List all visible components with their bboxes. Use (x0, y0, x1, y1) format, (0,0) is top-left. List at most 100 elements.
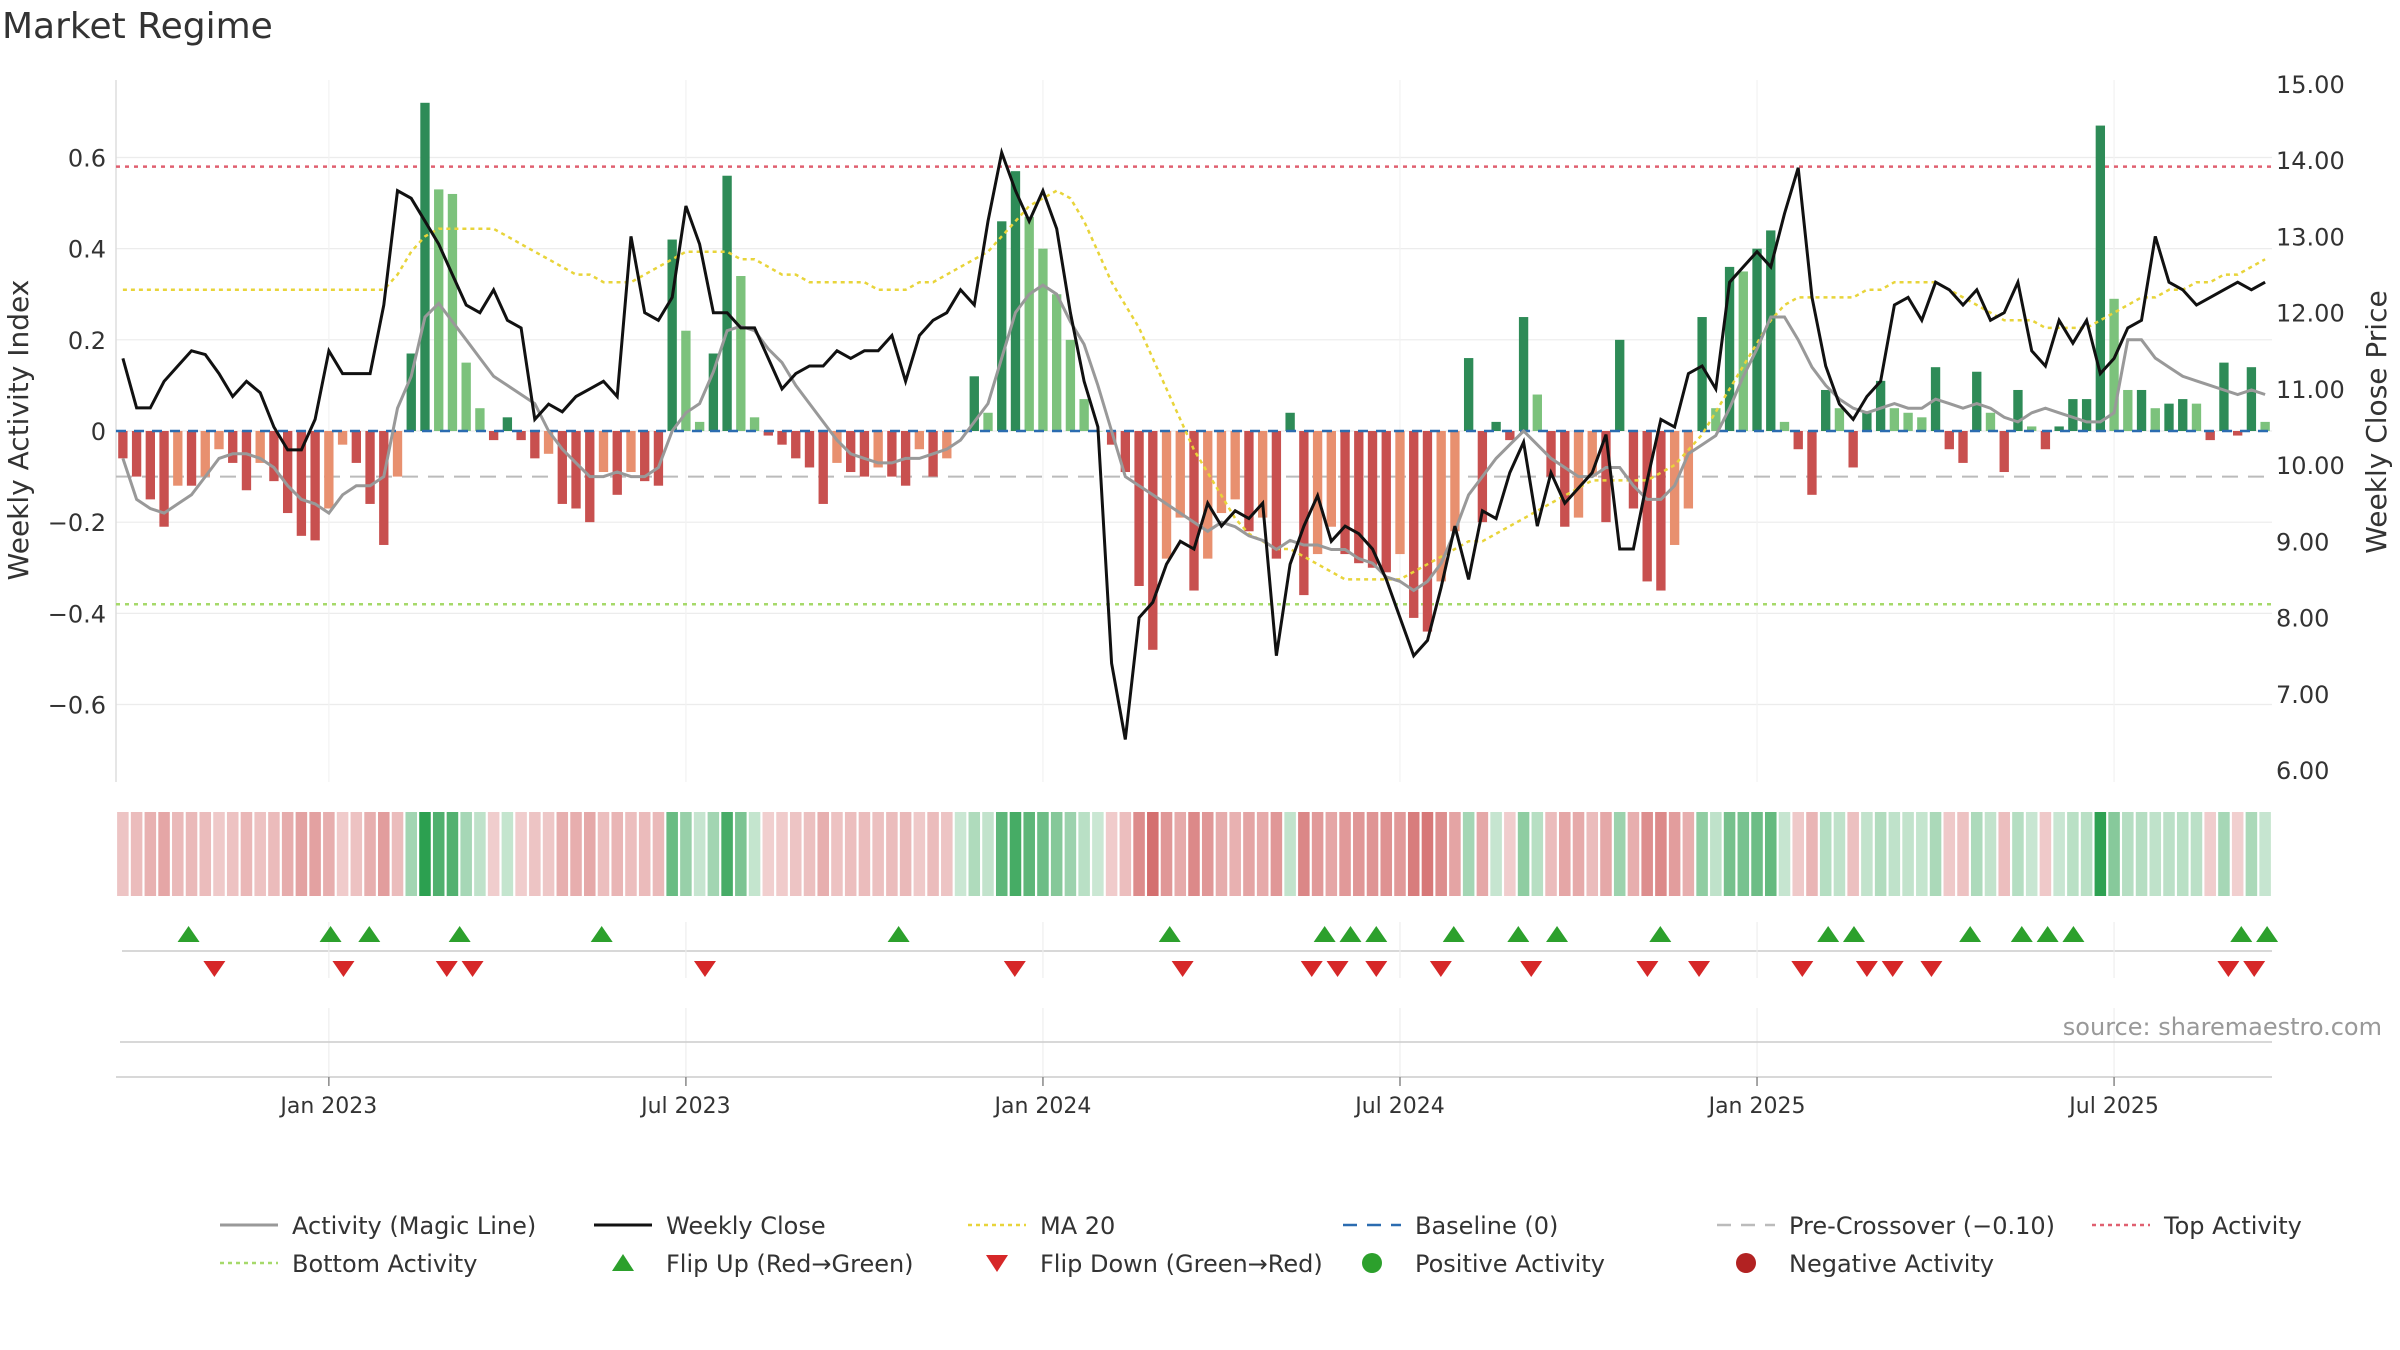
legend-label: Flip Down (Green→Red) (1040, 1250, 1323, 1278)
activity-bar (310, 431, 320, 541)
heat-strip-cell (2218, 812, 2230, 896)
heat-strip-cell (1819, 812, 1832, 896)
flip-up-marker (1442, 926, 1465, 942)
activity-bar (749, 417, 760, 431)
activity-bar (2150, 408, 2160, 431)
heat-strip-cell (1929, 812, 1942, 896)
activity-bar (1326, 431, 1336, 527)
activity-bar (598, 431, 609, 473)
heat-strip-cell (2231, 812, 2244, 896)
heat-strip-cell (1023, 812, 1035, 896)
heat-strip-cell (1284, 812, 1296, 896)
activity-bar (1052, 294, 1062, 431)
activity-bar (667, 239, 677, 431)
heat-strip-cell (2012, 812, 2024, 896)
heat-strip-cell (1861, 812, 1873, 896)
heat-strip-cell (268, 812, 280, 896)
activity-bar (420, 102, 430, 431)
flip-up-marker (1158, 926, 1181, 942)
heat-strip-cell (570, 812, 582, 896)
activity-bar (1724, 266, 1735, 431)
legend-label: Baseline (0) (1415, 1212, 1558, 1240)
heat-strip-cell (1874, 812, 1887, 896)
activity-bar (2232, 431, 2243, 436)
right-tick-label: 8.00 (2276, 605, 2329, 633)
left-tick-label: 0.4 (68, 236, 106, 264)
heat-strip-cell (281, 812, 294, 896)
heat-strip-cell (1737, 812, 1750, 896)
flip-up-marker (1339, 926, 1362, 942)
heat-strip-cell (1504, 812, 1516, 896)
flip-up-marker (887, 926, 910, 942)
heat-strip-cell (378, 812, 390, 896)
heat-strip-cell (1394, 812, 1406, 896)
heat-strip-cell (2204, 812, 2216, 896)
flip-up-marker (2256, 926, 2279, 942)
activity-bar (1230, 431, 1240, 500)
heat-strip-cell (172, 812, 184, 896)
activity-bar (1271, 431, 1282, 559)
activity-bar (1697, 317, 1707, 431)
activity-bar (1573, 431, 1584, 518)
right-tick-label: 6.00 (2276, 757, 2329, 785)
flip-down-marker (1791, 961, 1814, 977)
heat-strip-cell (2135, 812, 2148, 896)
activity-bar (1862, 412, 1872, 431)
activity-bar (1669, 431, 1680, 545)
heat-strip-cell (1119, 812, 1132, 896)
activity-bar (653, 431, 664, 486)
activity-bar (969, 376, 979, 431)
heat-strip-cell (1778, 812, 1791, 896)
heat-strip-cell (2245, 812, 2258, 896)
heat-strip-cell (158, 812, 170, 896)
flip-up-marker (448, 926, 471, 942)
heat-strip-cell (858, 812, 871, 896)
activity-bar (2027, 426, 2037, 431)
activity-bar (365, 431, 375, 504)
x-tick-label: Jan 2023 (278, 1094, 377, 1119)
activity-bar (337, 431, 348, 445)
activity-bar (159, 431, 169, 527)
heat-strip-cell (1833, 812, 1846, 896)
flip-down-marker (1003, 961, 1026, 977)
activity-bar (214, 431, 224, 450)
heat-strip-cell (254, 812, 266, 896)
activity-bar (447, 193, 458, 431)
heat-strip-cell (529, 812, 541, 896)
activity-bar (791, 431, 801, 459)
activity-bar (2068, 399, 2078, 431)
activity-bar (1463, 358, 1474, 431)
legend-label: MA 20 (1040, 1212, 1115, 1240)
heat-strip-cell (1201, 812, 1214, 896)
activity-bar (406, 353, 416, 431)
activity-bar (887, 431, 897, 477)
activity-bar (2260, 421, 2270, 431)
heat-strip-cell (680, 812, 692, 896)
flip-down-marker (203, 961, 226, 977)
heat-strip-cell (1998, 812, 2010, 896)
activity-bar (1354, 431, 1364, 564)
activity-bar (1985, 412, 1996, 431)
activity-bar (804, 431, 815, 468)
activity-bar (1175, 431, 1185, 518)
heat-strip-cell (2259, 812, 2271, 896)
left-tick-label: 0.6 (68, 144, 106, 172)
heat-strip-cell (295, 812, 308, 896)
chart-title: Market Regime (2, 6, 273, 47)
heat-strip-cell (1270, 812, 1283, 896)
heat-strip-cell (1668, 812, 1681, 896)
legend-swatch (612, 1254, 634, 1271)
heat-strip-cell (1339, 812, 1351, 896)
flip-up-marker (2230, 926, 2253, 942)
activity-bar (475, 408, 485, 431)
heat-strip-cell (240, 812, 253, 896)
heat-strip-cell (913, 812, 926, 896)
heat-strip-cell (419, 812, 431, 896)
heat-strip-cell (1064, 812, 1077, 896)
activity-bar (2095, 125, 2106, 432)
activity-bar (1257, 431, 1268, 518)
heat-strip-cell (1243, 812, 1255, 896)
activity-bar (1656, 431, 1666, 591)
heat-strip-cell (1764, 812, 1777, 896)
flip-down-marker (1171, 961, 1194, 977)
